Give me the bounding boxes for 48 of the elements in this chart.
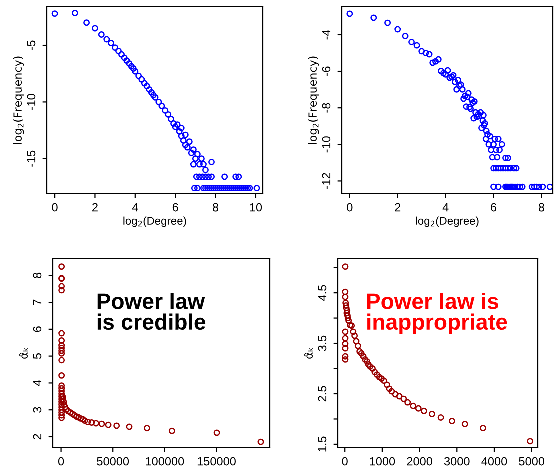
y-tick-label: -15 [27,150,36,167]
x-tick-label: 8 [213,203,219,212]
y-tick-label: -5 [27,40,36,50]
annotation: Power law is inappropriate [367,293,508,334]
x-tick-label: 100000 [146,457,184,466]
y-tick-label: 6 [33,326,42,332]
x-tick-label: 0 [52,203,58,212]
x-tick-label: 8 [538,203,544,212]
y-tick-label: 4.5 [318,285,327,301]
x-tick-label: 6 [172,203,178,212]
y-tick-label: 3 [33,407,42,413]
x-tick-label: 0 [347,203,353,212]
y-tick-label: -10 [27,94,36,110]
x-axis-title: log$_{2}$(Degree) [416,216,479,228]
y-tick-label: 2.5 [318,386,327,402]
x-tick-label: 2 [92,203,98,212]
y-tick-label: -6 [322,66,331,76]
y-tick-label: 7 [33,300,42,306]
y-axis-title: α̂ₖ [304,348,314,359]
y-axis-title: log$_{2}$(Frequency) [13,56,24,144]
x-tick-label: 2000 [407,457,432,466]
y-tick-label: 8 [33,272,42,278]
y-tick-label: -4 [322,30,331,40]
y-axis-title: log$_{2}$(Frequency) [308,56,320,144]
x-tick-label: 10 [250,203,262,212]
x-tick-label: 4 [132,203,138,212]
x-tick-label: 6 [491,203,497,212]
x-tick-label: 150000 [198,457,236,466]
y-tick-label: 5 [33,354,42,360]
y-tick-label: 4 [33,380,42,386]
y-axis-title: α̂ₖ [18,348,28,359]
y-tick-label: 3.5 [318,336,327,352]
x-tick-label: 2 [395,203,401,212]
x-tick-label: 1000 [370,457,396,466]
y-tick-label: 1.5 [318,436,327,452]
x-axis-title: log$_{2}$(Degree) [124,216,186,228]
annotation: Power law is credible [98,293,206,330]
x-tick-label: 5000 [519,457,545,466]
y-tick-label: -10 [322,136,331,153]
x-tick-label: 50000 [97,457,130,466]
y-tick-label: 2 [33,434,42,440]
x-tick-label: 3000 [444,457,470,466]
x-tick-label: 0 [58,457,64,466]
x-tick-label: 4 [442,203,449,212]
y-tick-label: -8 [322,103,331,113]
x-tick-label: 4000 [482,457,508,466]
y-tick-label: -12 [322,173,331,190]
x-tick-label: 0 [342,457,348,466]
